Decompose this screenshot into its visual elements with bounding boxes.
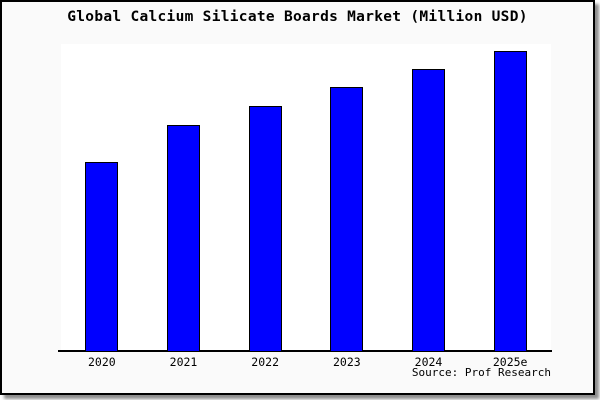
x-tick-label: 2023 [332, 355, 361, 369]
x-tick-label: 2022 [251, 355, 279, 369]
bar-2024 [412, 69, 445, 351]
bar-2023 [330, 87, 364, 351]
x-tick-label: 2021 [169, 355, 198, 369]
bar-2025e [493, 51, 527, 351]
bar-2022 [248, 106, 282, 351]
x-axis-line [58, 350, 552, 352]
chart-title: Global Calcium Silicate Boards Market (M… [67, 9, 528, 25]
plot-area [61, 44, 551, 351]
chart-window: Global Calcium Silicate Boards Market (M… [0, 0, 595, 395]
source-credit: Source: Prof Research [411, 366, 551, 379]
bar-2021 [167, 125, 200, 351]
x-tick-label: 2025e [492, 355, 528, 369]
bar-2020 [85, 162, 119, 351]
x-tick-label: 2020 [87, 355, 116, 369]
x-tick-label: 2024 [414, 355, 443, 369]
